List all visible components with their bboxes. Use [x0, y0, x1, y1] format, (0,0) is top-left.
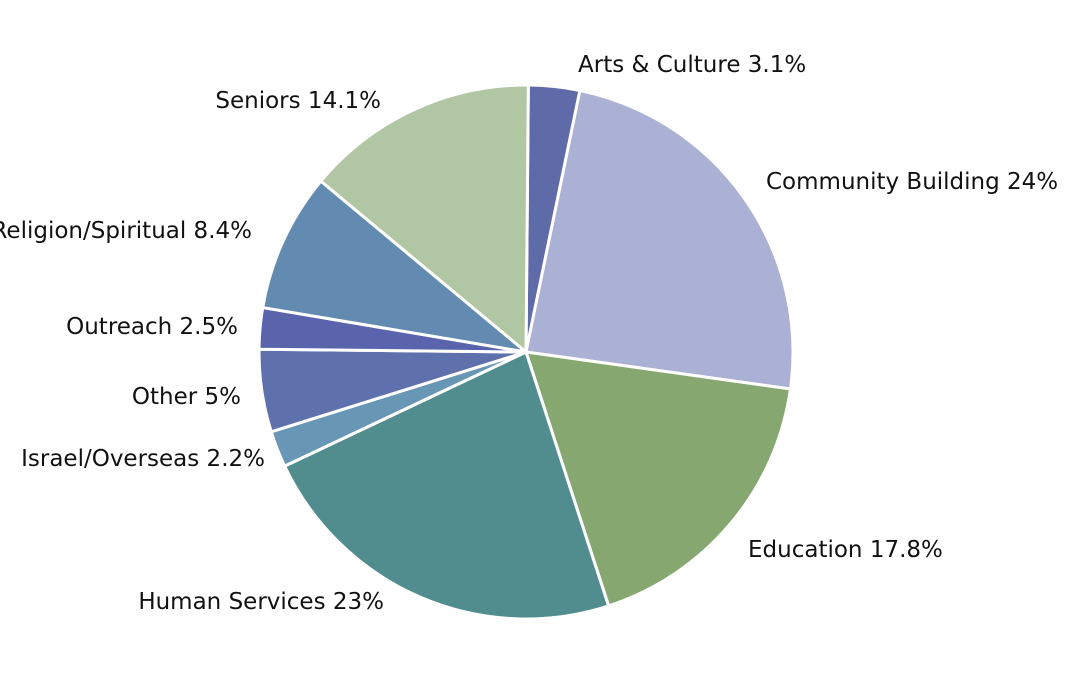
pie-slice-education — [524, 350, 792, 608]
slice-label-other: Other 5% — [132, 384, 241, 410]
slice-label-outreach: Outreach 2.5% — [66, 314, 238, 340]
slice-label-arts-and-culture: Arts & Culture 3.1% — [578, 52, 806, 78]
pie-slices — [257, 83, 795, 621]
slice-label-religion-spiritual: Religion/Spiritual 8.4% — [0, 218, 252, 244]
pie-slice-religion-spiritual — [261, 179, 528, 354]
slice-label-community-building: Community Building 24% — [766, 169, 1058, 195]
slice-label-human-services: Human Services 23% — [138, 589, 384, 615]
pie-labels: Arts & Culture 3.1% Community Building 24… — [0, 52, 1058, 615]
slice-label-education: Education 17.8% — [748, 537, 943, 563]
pie-slice-seniors — [319, 83, 530, 354]
slice-label-israel-overseas: Israel/Overseas 2.2% — [21, 446, 265, 472]
pie-slice-human-services — [283, 350, 611, 621]
slice-label-seniors: Seniors 14.1% — [215, 88, 381, 114]
pie-slice-community-building — [524, 89, 795, 391]
